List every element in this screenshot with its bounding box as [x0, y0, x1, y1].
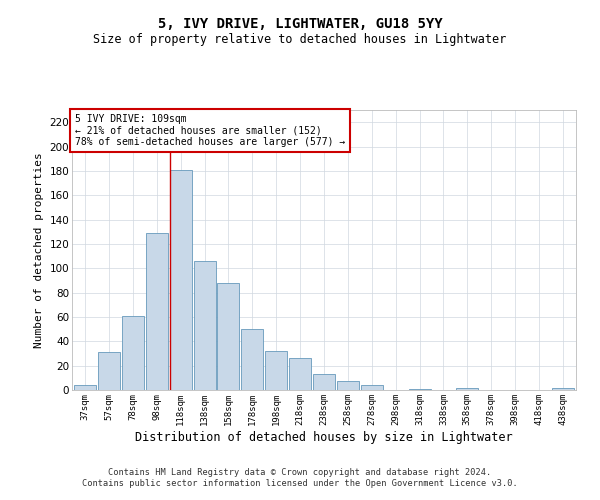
Bar: [217, 283, 239, 390]
Bar: [146, 233, 168, 390]
Bar: [265, 351, 287, 390]
Bar: [122, 316, 144, 390]
Text: Size of property relative to detached houses in Lightwater: Size of property relative to detached ho…: [94, 32, 506, 46]
Bar: [74, 385, 96, 390]
Text: 5 IVY DRIVE: 109sqm
← 21% of detached houses are smaller (152)
78% of semi-detac: 5 IVY DRIVE: 109sqm ← 21% of detached ho…: [74, 114, 345, 148]
Bar: [337, 382, 359, 390]
Bar: [194, 261, 215, 390]
Bar: [289, 358, 311, 390]
Bar: [409, 389, 431, 390]
Bar: [170, 170, 191, 390]
Bar: [241, 329, 263, 390]
X-axis label: Distribution of detached houses by size in Lightwater: Distribution of detached houses by size …: [135, 430, 513, 444]
Y-axis label: Number of detached properties: Number of detached properties: [34, 152, 44, 348]
Bar: [361, 385, 383, 390]
Bar: [313, 374, 335, 390]
Text: Contains HM Land Registry data © Crown copyright and database right 2024.
Contai: Contains HM Land Registry data © Crown c…: [82, 468, 518, 487]
Bar: [98, 352, 120, 390]
Bar: [552, 388, 574, 390]
Text: 5, IVY DRIVE, LIGHTWATER, GU18 5YY: 5, IVY DRIVE, LIGHTWATER, GU18 5YY: [158, 18, 442, 32]
Bar: [457, 388, 478, 390]
